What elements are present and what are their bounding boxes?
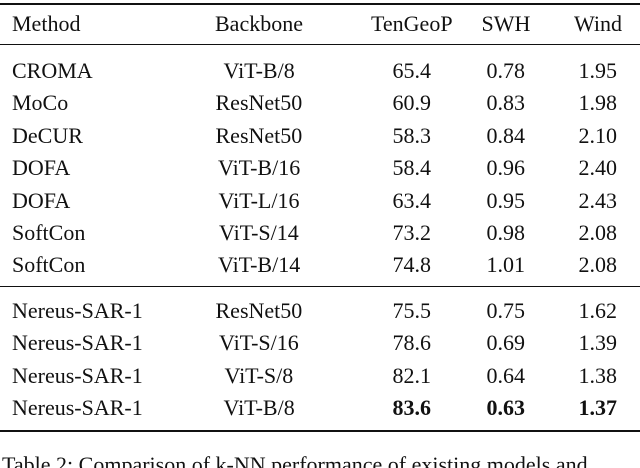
table-cell: ViT-B/8 (223, 58, 295, 83)
table-cell: DOFA (12, 155, 71, 181)
table-cell: 1.98 (578, 90, 618, 116)
header-cell: Wind (574, 11, 622, 36)
table-cell: 0.64 (486, 362, 526, 388)
header-cell: Method (12, 11, 81, 36)
table-cell: ViT-B/16 (218, 155, 301, 181)
table-cell: CROMA (12, 58, 93, 83)
table-cell: 75.5 (392, 298, 432, 323)
table-cell: 0.95 (486, 187, 526, 213)
table-cell: 1.37 (578, 395, 618, 421)
table-cell: 2.40 (578, 155, 618, 181)
table-cell: 0.63 (486, 395, 526, 421)
header-rule (0, 44, 640, 45)
table-cell: Nereus-SAR-1 (12, 298, 143, 323)
table-cell: ViT-L/16 (218, 187, 300, 213)
table-cell: 74.8 (392, 252, 432, 278)
header-cell: SWH (481, 11, 531, 36)
table-cell: 1.01 (486, 252, 526, 278)
group-rule (0, 286, 640, 287)
table-cell: 0.83 (486, 90, 526, 116)
table-cell: 1.62 (578, 298, 618, 323)
caption: Table 2: Comparison of k-NN performance … (2, 452, 588, 468)
table-cell: ViT-S/16 (219, 330, 299, 356)
table-cell: 1.38 (578, 362, 618, 388)
table-cell: Nereus-SAR-1 (12, 395, 143, 421)
table-cell: 2.08 (578, 220, 618, 245)
table-cell: 1.95 (578, 58, 618, 83)
table-cell: 83.6 (392, 395, 432, 421)
table-cell: 0.69 (486, 330, 526, 356)
table-cell: 0.75 (486, 298, 526, 323)
table-cell: ViT-B/8 (223, 395, 295, 421)
table-cell: 78.6 (392, 330, 432, 356)
top-rule (0, 3, 640, 5)
table-cell: 0.96 (486, 155, 526, 181)
table-cell: ResNet50 (215, 122, 303, 148)
table-cell: Nereus-SAR-1 (12, 330, 143, 356)
table-cell: 1.39 (578, 330, 618, 356)
bottom-rule (0, 430, 640, 432)
table-cell: DOFA (12, 187, 71, 213)
table-cell: 0.98 (486, 220, 526, 245)
table-cell: SoftCon (12, 220, 86, 245)
table-cell: 58.4 (392, 155, 432, 181)
table-cell: 58.3 (392, 122, 432, 148)
table-cell: ViT-S/14 (219, 220, 299, 245)
table-cell: DeCUR (12, 122, 83, 148)
table-cell: ResNet50 (215, 90, 303, 116)
table-cell: ViT-B/14 (218, 252, 301, 278)
table-cell: 2.08 (578, 252, 618, 278)
table-cell: MoCo (12, 90, 69, 116)
table-cell: 0.78 (486, 58, 526, 83)
table-cell: ResNet50 (215, 298, 303, 323)
table-cell: SoftCon (12, 252, 86, 278)
table-cell: 0.84 (486, 122, 526, 148)
table-cell: Nereus-SAR-1 (12, 362, 143, 388)
header-cell: TenGeoP (371, 11, 453, 36)
header-cell: Backbone (215, 11, 303, 36)
table-cell: 65.4 (392, 58, 432, 83)
table-cell: 82.1 (392, 362, 432, 388)
table-cell: 63.4 (392, 187, 432, 213)
table-cell: 73.2 (392, 220, 432, 245)
table-cell: 2.10 (578, 122, 618, 148)
table-cell: 2.43 (578, 187, 618, 213)
table-cell: ViT-S/8 (224, 362, 294, 388)
table-cell: 60.9 (392, 90, 432, 116)
